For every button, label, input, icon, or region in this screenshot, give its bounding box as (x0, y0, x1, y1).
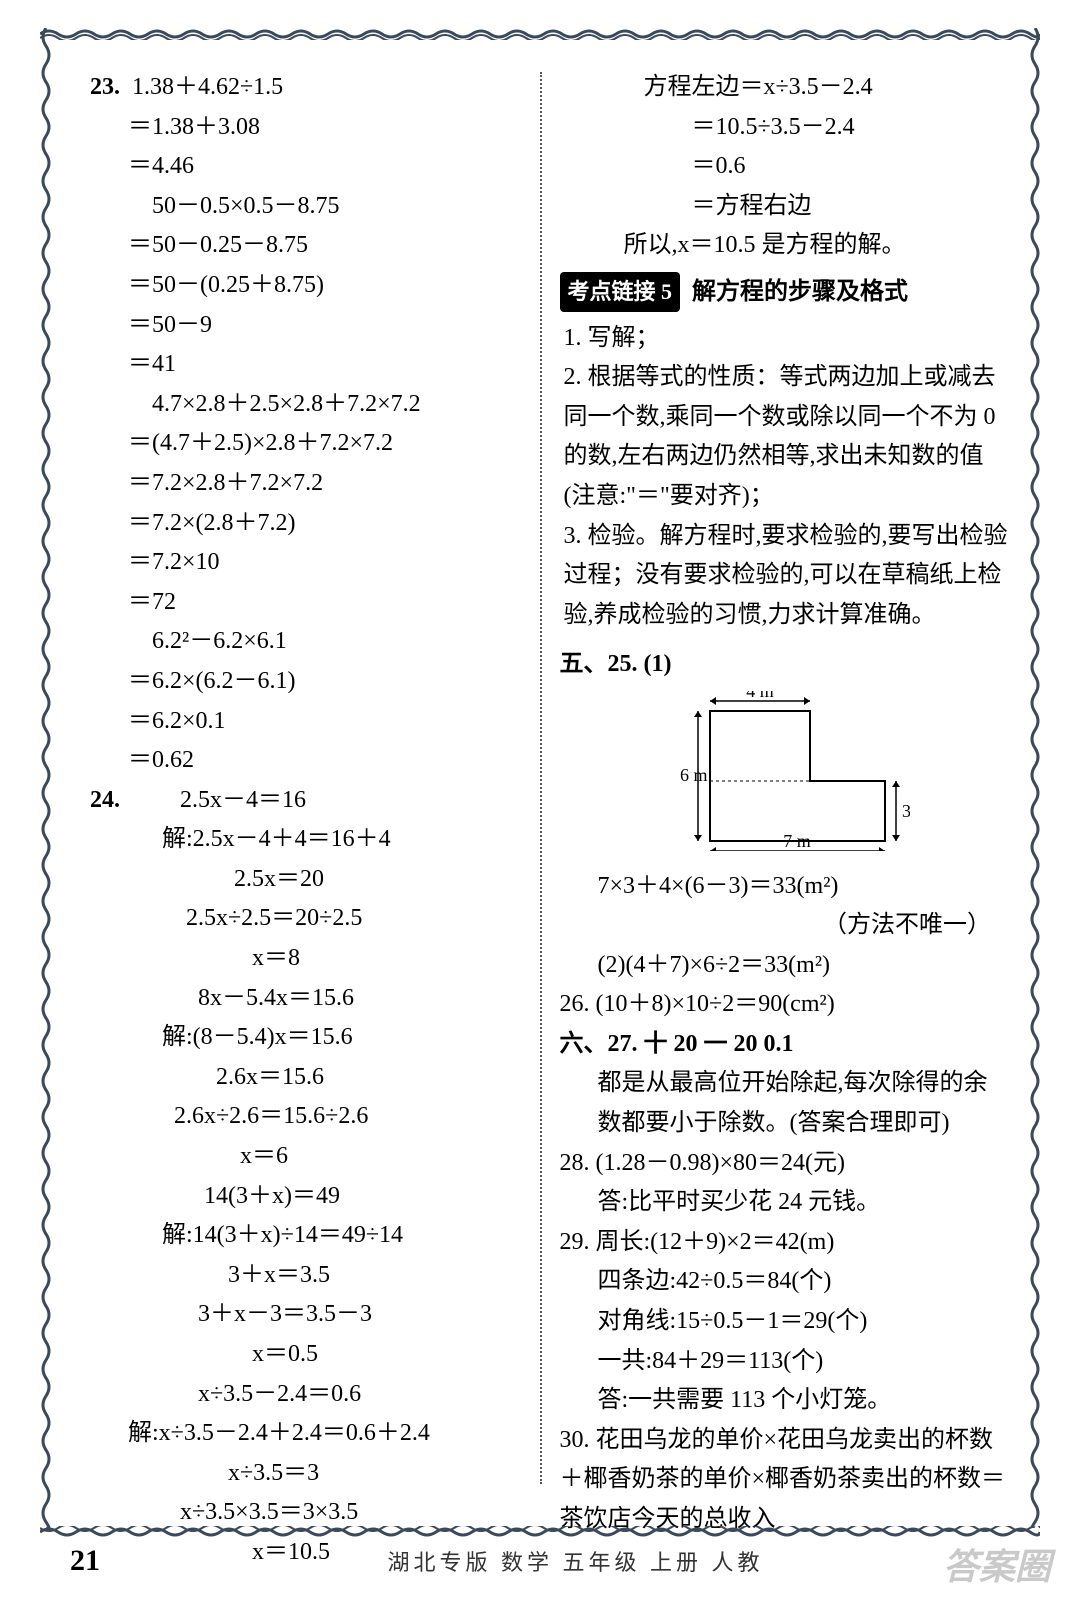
dim-right: 3 m (902, 801, 910, 821)
q23-l11: ＝7.2×(2.8＋7.2) (70, 504, 522, 544)
check-block: 方程左边＝x÷3.5－2.4 ＝10.5÷3.5－2.4 ＝0.6 ＝方程右边 … (560, 68, 1012, 266)
q23-l15: ＝6.2×(6.2－6.1) (70, 662, 522, 702)
q28: 28. (1.28－0.98)×80＝24(元) 答:比平时买少花 24 元钱。 (560, 1144, 1012, 1223)
q24-b2l0: 14(3＋x)＝49 (70, 1177, 522, 1217)
q25-l1: （方法不唯一） (560, 906, 1012, 946)
check-l3: ＝方程右边 (564, 187, 1012, 227)
watermark: 答案圈 (943, 1538, 1051, 1590)
q25: 五、25. (1) 4 m 6 m 3 m (560, 645, 1012, 985)
q24-b3l1: 解:x÷3.5－2.4＋2.4＝0.6＋2.4 (70, 1414, 522, 1454)
q23-l7: ＝41 (70, 345, 522, 385)
q24-b2l4: x＝0.5 (70, 1335, 522, 1375)
q23-l6: ＝50－9 (70, 306, 522, 346)
tag-badge: 考点链接 5 (560, 272, 681, 312)
q28-l1: 答:比平时买少花 24 元钱。 (560, 1183, 1012, 1223)
q23-l17: ＝0.62 (70, 741, 522, 781)
q24-b3l2: x÷3.5＝3 (70, 1454, 522, 1494)
q24-b2l3: 3＋x－3＝3.5－3 (70, 1295, 522, 1335)
q24-b0l0: 2.5x－4＝16 (120, 787, 306, 813)
footer-text: 湖北专版 数学 五年级 上册 人教 (387, 1545, 763, 1577)
q27-head: 六、27. 十 20 一 20 0.1 (560, 1025, 1012, 1065)
border-top (40, 28, 1040, 40)
q29-l3: 一共:84＋29＝113(个) (560, 1342, 1012, 1382)
q24-b1l3: 2.6x÷2.6＝15.6÷2.6 (70, 1097, 522, 1137)
q24-b0l1: 解:2.5x－4＋4＝16＋4 (70, 820, 522, 860)
q23-l10: ＝7.2×2.8＋7.2×7.2 (70, 464, 522, 504)
page: 23. 1.38＋4.62÷1.5 ＝1.38＋3.08 ＝4.46 50－0.… (0, 0, 1081, 1600)
q23-l0: 1.38＋4.62÷1.5 (120, 74, 283, 100)
right-column: 方程左边＝x÷3.5－2.4 ＝10.5÷3.5－2.4 ＝0.6 ＝方程右边 … (542, 68, 1012, 1488)
q23-l5: ＝50－(0.25＋8.75) (70, 266, 522, 306)
q23-l4: ＝50－0.25－8.75 (70, 226, 522, 266)
q23-l8: 4.7×2.8＋2.5×2.8＋7.2×7.2 (70, 385, 522, 425)
q24-b3l3: x÷3.5×3.5＝3×3.5 (70, 1493, 522, 1533)
step-1: 1. 写解； (564, 319, 1012, 359)
q23-l12: ＝7.2×10 (70, 543, 522, 583)
content-columns: 23. 1.38＋4.62÷1.5 ＝1.38＋3.08 ＝4.46 50－0.… (60, 48, 1021, 1488)
check-l0: 方程左边＝x÷3.5－2.4 (564, 68, 1012, 108)
q25-head: 五、25. (1) (560, 651, 672, 677)
dim-bottom: 7 m (783, 831, 811, 851)
tag-row: 考点链接 5 解方程的步骤及格式 (560, 272, 1012, 313)
page-number: 21 (70, 1544, 100, 1578)
dim-left: 6 m (680, 765, 708, 785)
q25-l0: 7×3＋4×(6－3)＝33(m²) (560, 867, 1012, 907)
footer: 21 湖北专版 数学 五年级 上册 人教 (70, 1544, 1011, 1578)
q24: 24. 2.5x－4＝16 解:2.5x－4＋4＝16＋4 2.5x＝20 2.… (70, 781, 522, 1573)
q23-l3: 50－0.5×0.5－8.75 (70, 187, 522, 227)
q23-l16: ＝6.2×0.1 (70, 702, 522, 742)
q24-b1l2: 2.6x＝15.6 (70, 1058, 522, 1098)
q25-l2: (2)(4＋7)×6÷2＝33(m²) (560, 946, 1012, 986)
q23-num: 23. (70, 68, 120, 108)
q23-l13: ＝72 (70, 583, 522, 623)
q23-l2: ＝4.46 (70, 147, 522, 187)
q23-l9: ＝(4.7＋2.5)×2.8＋7.2×7.2 (70, 424, 522, 464)
check-l1: ＝10.5÷3.5－2.4 (564, 108, 1012, 148)
tag-title: 解方程的步骤及格式 (692, 279, 908, 305)
q24-num: 24. (70, 781, 120, 821)
q28-l0: 28. (1.28－0.98)×80＝24(元) (560, 1144, 1012, 1184)
q23: 23. 1.38＋4.62÷1.5 ＝1.38＋3.08 ＝4.46 50－0.… (70, 68, 522, 781)
dim-top: 4 m (746, 691, 774, 701)
q29: 29. 周长:(12＋9)×2＝42(m) 四条边:42÷0.5＝84(个) 对… (560, 1223, 1012, 1421)
border-left (40, 28, 52, 1528)
q24-b3l0: x÷3.5－2.4＝0.6 (70, 1375, 522, 1415)
step-2: 2. 根据等式的性质：等式两边加上或减去同一个数,乘同一个数或除以同一个不为 0… (564, 358, 1012, 516)
q27-body: 都是从最高位开始除起,每次除得的余数都要小于除数。(答案合理即可) (560, 1064, 1012, 1143)
q23-l1: ＝1.38＋3.08 (70, 108, 522, 148)
q29-l4: 答:一共需要 113 个小灯笼。 (560, 1381, 1012, 1421)
q24-b1l4: x＝6 (70, 1137, 522, 1177)
left-column: 23. 1.38＋4.62÷1.5 ＝1.38＋3.08 ＝4.46 50－0.… (70, 68, 540, 1488)
q23-l14: 6.2²－6.2×6.1 (70, 622, 522, 662)
q24-b1l0: 8x－5.4x＝15.6 (70, 979, 522, 1019)
q30: 30. 花田乌龙的单价×花田乌龙卖出的杯数＋椰香奶茶的单价×椰香奶茶卖出的杯数＝… (560, 1421, 1012, 1540)
check-l4: 所以,x＝10.5 是方程的解。 (564, 226, 1012, 266)
q29-l0: 29. 周长:(12＋9)×2＝42(m) (560, 1223, 1012, 1263)
q24-b0l4: x＝8 (70, 939, 522, 979)
q24-b2l2: 3＋x＝3.5 (70, 1256, 522, 1296)
steps: 1. 写解； 2. 根据等式的性质：等式两边加上或减去同一个数,乘同一个数或除以… (560, 319, 1012, 636)
check-l2: ＝0.6 (564, 147, 1012, 187)
q24-b1l1: 解:(8－5.4)x＝15.6 (70, 1018, 522, 1058)
q24-b2l1: 解:14(3＋x)÷14＝49÷14 (70, 1216, 522, 1256)
q29-l1: 四条边:42÷0.5＝84(个) (560, 1262, 1012, 1302)
step-3: 3. 检验。解方程时,要求检验的,要写出检验过程；没有要求检验的,可以在草稿纸上… (564, 517, 1012, 636)
q29-l2: 对角线:15÷0.5－1＝29(个) (560, 1302, 1012, 1342)
q24-b0l3: 2.5x÷2.5＝20÷2.5 (70, 899, 522, 939)
border-right (1029, 28, 1041, 1528)
q24-b0l2: 2.5x＝20 (70, 860, 522, 900)
q26: 26. (10＋8)×10÷2＝90(cm²) (560, 985, 1012, 1025)
q25-diagram: 4 m 6 m 3 m 7 m (680, 691, 910, 851)
q27: 六、27. 十 20 一 20 0.1 都是从最高位开始除起,每次除得的余数都要… (560, 1025, 1012, 1144)
